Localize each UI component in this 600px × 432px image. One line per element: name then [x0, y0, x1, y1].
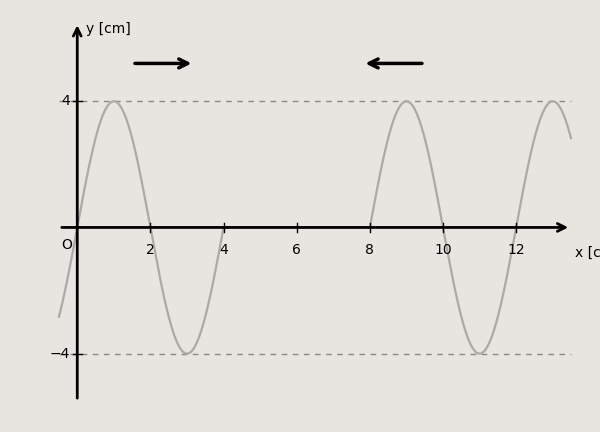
- Text: 2: 2: [146, 243, 155, 257]
- Text: 10: 10: [434, 243, 452, 257]
- Text: −4: −4: [50, 346, 70, 361]
- Text: y [cm]: y [cm]: [86, 22, 131, 36]
- Text: 6: 6: [292, 243, 301, 257]
- Text: x [cm]: x [cm]: [575, 246, 600, 260]
- Text: 4: 4: [219, 243, 228, 257]
- Text: O: O: [61, 238, 72, 252]
- Text: 4: 4: [61, 94, 70, 108]
- Text: 12: 12: [508, 243, 525, 257]
- Text: 8: 8: [365, 243, 374, 257]
